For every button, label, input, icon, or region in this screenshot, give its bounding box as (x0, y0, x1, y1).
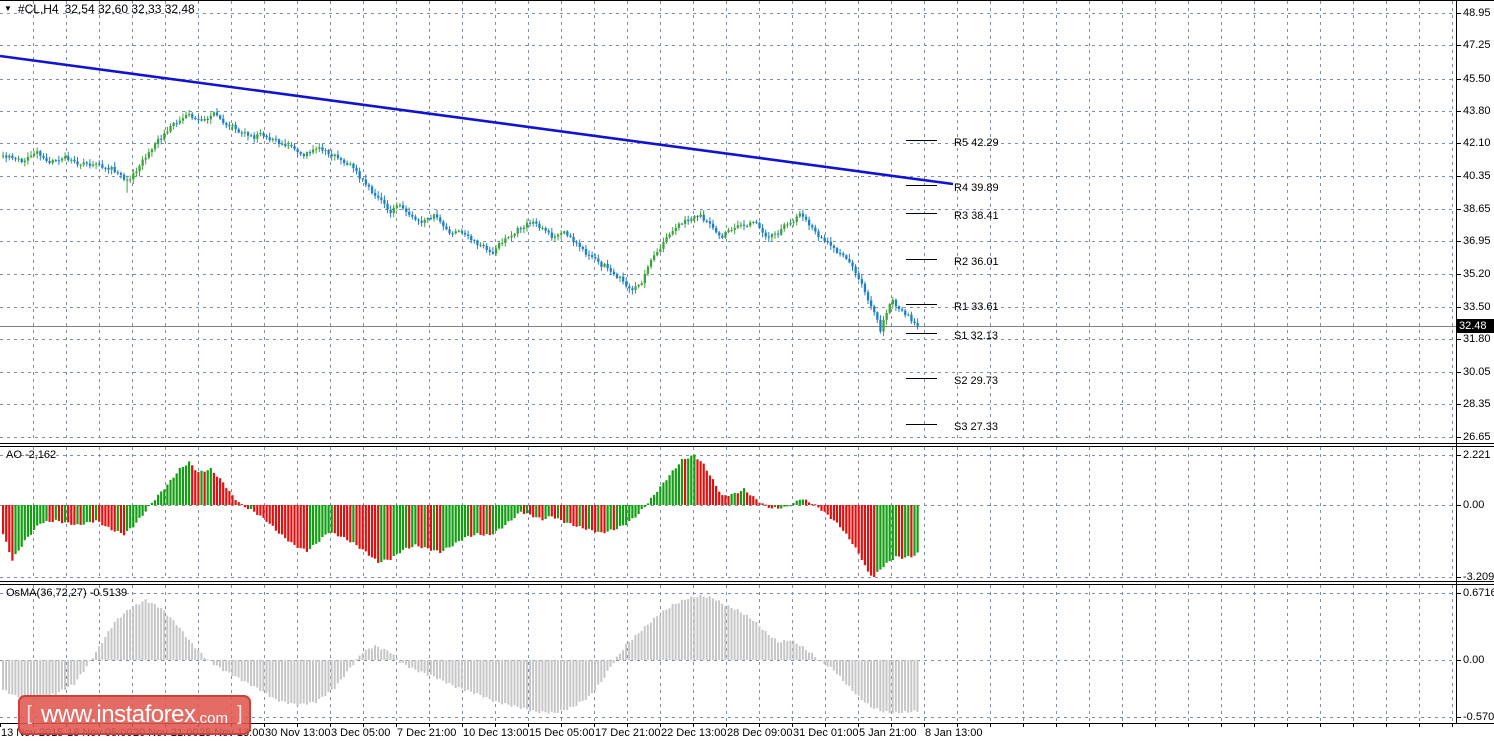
time-tick-label: 8 Jan 13:00 (925, 727, 983, 739)
time-tick-label: 30 Nov 13:00 (265, 727, 331, 739)
price-tick-label: 43.80 (1463, 105, 1491, 117)
chart-title: ▼ #CL,H4 32,54 32,60 32,33 32,48 (4, 2, 195, 16)
logo-suffix: .com (195, 709, 228, 727)
pivot-label: R2 36.01 (954, 255, 999, 268)
symbol-dropdown-icon[interactable]: ▼ (4, 4, 12, 13)
ao-tick-label: -3.209 (1463, 571, 1494, 583)
price-tick-label: 42.10 (1463, 137, 1491, 149)
grid-lines (0, 1, 1456, 722)
price-tick-label: 38.65 (1463, 203, 1491, 215)
pivot-label: R4 39.89 (954, 181, 999, 194)
candles (2, 108, 919, 337)
time-tick-label: 17 Dec 21:00 (595, 727, 661, 739)
osma-histogram (2, 594, 919, 714)
ao-histogram (2, 454, 919, 578)
current-price-badge: 32.48 (1456, 319, 1494, 333)
osma-tick-label: 0.6716 (1463, 587, 1494, 599)
time-tick-label: 22 Dec 13:00 (661, 727, 727, 739)
price-tick-label: 26.65 (1463, 431, 1491, 443)
pivot-label: S3 27.33 (954, 420, 999, 433)
price-tick-label: 31.80 (1463, 333, 1491, 345)
pivot-label: R5 42.29 (954, 136, 999, 149)
pivot-label: S2 29.73 (954, 374, 999, 387)
price-tick-label: 47.25 (1463, 39, 1491, 51)
instaforex-watermark: [ www.instaforex .com] (18, 695, 251, 735)
ao-indicator-label: AO -2,162 (6, 449, 57, 461)
pivot-ticks (906, 140, 937, 425)
pivot-label: S1 32.13 (954, 329, 999, 342)
price-tick-label: 33.50 (1463, 301, 1491, 313)
time-tick-label: 10 Dec 13:00 (463, 727, 529, 739)
pivot-label: R3 38.41 (954, 209, 999, 222)
trendline[interactable] (0, 54, 954, 186)
price-tick-label: 40.35 (1463, 170, 1491, 182)
time-tick-label: 3 Dec 05:00 (331, 727, 391, 739)
ao-tick-label: 0.00 (1463, 499, 1485, 511)
logo-bracket-right: ] (236, 702, 243, 725)
ao-tick-label: 2.221 (1463, 449, 1491, 461)
symbol-timeframe: #CL,H4 (17, 2, 59, 16)
ohlc-values: 32,54 32,60 32,33 32,48 (64, 2, 195, 16)
time-tick-label: 5 Jan 21:00 (859, 727, 917, 739)
price-tick-label: 45.50 (1463, 73, 1491, 85)
time-tick-label: 31 Dec 01:00 (793, 727, 859, 739)
price-tick-label: 35.20 (1463, 268, 1491, 280)
price-tick-label: 30.05 (1463, 366, 1491, 378)
osma-tick-label: 0.00 (1463, 654, 1485, 666)
price-tick-label: 36.95 (1463, 235, 1491, 247)
osma-tick-label: -0.5703 (1463, 711, 1494, 723)
pivot-label: R1 33.61 (954, 300, 999, 313)
price-tick-label: 28.35 (1463, 398, 1491, 410)
time-tick-label: 7 Dec 21:00 (397, 727, 457, 739)
price-tick-label: 48.95 (1463, 7, 1491, 19)
time-tick-label: 15 Dec 05:00 (529, 727, 595, 739)
logo-text: www.instaforex (41, 701, 196, 728)
osma-indicator-label: OsMA(36,72,27) -0.5139 (6, 587, 128, 599)
time-tick-label: 28 Dec 09:00 (727, 727, 793, 739)
logo-bracket-left: [ (26, 702, 33, 725)
